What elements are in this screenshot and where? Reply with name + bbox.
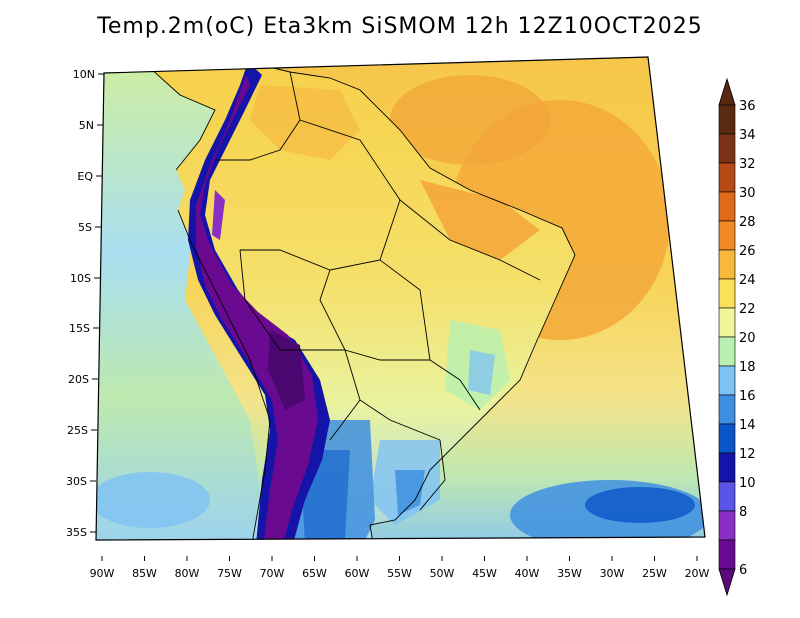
colorbar-label: 22 — [739, 302, 756, 317]
map-title: Temp.2m(oC) Eta3km SiSMOM 12h 12Z10OCT20… — [97, 14, 703, 39]
colorbar-segment — [718, 481, 736, 512]
colorbar-segment — [718, 394, 736, 425]
colorbar-label: 28 — [739, 215, 756, 230]
colorbar-segment — [718, 104, 736, 135]
lon-tick-label: 55W — [387, 567, 412, 580]
colorbar-segment — [718, 307, 736, 338]
colorbar-label: 6 — [739, 563, 747, 578]
colorbar-segment — [718, 249, 736, 280]
colorbar-label: 16 — [739, 389, 756, 404]
lat-tick-label: EQ — [77, 170, 93, 183]
colorbar-segment — [718, 452, 736, 483]
lon-tick-label: 60W — [345, 567, 370, 580]
colorbar-label: 32 — [739, 157, 756, 172]
map-domain — [96, 57, 705, 540]
colorbar-label: 12 — [739, 447, 756, 462]
colorbar-label: 26 — [739, 244, 756, 259]
country-borders — [149, 59, 576, 540]
lat-tick-label: 20S — [68, 373, 89, 386]
colorbar-segment — [718, 220, 736, 251]
lon-tick-label: 65W — [302, 567, 327, 580]
colorbar-label: 10 — [739, 476, 756, 491]
colorbar-label: 34 — [739, 128, 756, 143]
colorbar-min-arrow — [718, 568, 736, 597]
lat-tick-label: 10N — [73, 68, 95, 81]
colorbar-label: 14 — [739, 418, 756, 433]
lat-tick-label: 5N — [79, 119, 94, 132]
lon-tick-label: 25W — [642, 567, 667, 580]
lat-tick-label: 5S — [78, 221, 92, 234]
lat-tick-label: 25S — [67, 424, 88, 437]
lon-tick-label: 35W — [557, 567, 582, 580]
lon-axis: 90W 85W 80W 75W 70W 65W 60W 55W 50W 45W 40W 35W 30W 2… — [90, 556, 710, 580]
colorbar-segment — [718, 510, 736, 541]
lat-tick-label: 30S — [66, 475, 87, 488]
lon-tick-label: 70W — [260, 567, 285, 580]
lon-tick-label: 75W — [217, 567, 242, 580]
lon-tick-label: 20W — [685, 567, 710, 580]
lon-tick-label: 40W — [515, 567, 540, 580]
colorbar-max-arrow — [718, 77, 736, 106]
lat-axis: 10N 5N EQ 5S 10S 15S 20S 25S 30S 35S — [66, 68, 104, 539]
lat-tick-label: 35S — [66, 526, 87, 539]
colorbar-segment — [718, 278, 736, 309]
colorbar-segment — [718, 191, 736, 222]
colorbar-segment — [718, 365, 736, 396]
lon-tick-label: 45W — [472, 567, 497, 580]
colorbar-label: 36 — [739, 99, 756, 114]
colorbar-segment — [718, 539, 736, 570]
colorbar-segment — [718, 423, 736, 454]
colorbar-segment — [718, 162, 736, 193]
lon-tick-label: 80W — [175, 567, 200, 580]
domain-frame — [95, 56, 706, 541]
colorbar-label: 20 — [739, 331, 756, 346]
lat-tick-label: 15S — [69, 322, 90, 335]
lon-tick-label: 30W — [600, 567, 625, 580]
colorbar-label: 8 — [739, 505, 747, 520]
colorbar-label: 18 — [739, 360, 756, 375]
lon-tick-label: 85W — [132, 567, 157, 580]
colorbar-segment — [718, 133, 736, 164]
lat-tick-label: 10S — [70, 272, 91, 285]
colorbar-segment — [718, 336, 736, 367]
lon-tick-label: 90W — [90, 567, 115, 580]
colorbar-label: 24 — [739, 273, 756, 288]
lon-tick-label: 50W — [430, 567, 455, 580]
colorbar-label: 30 — [739, 186, 756, 201]
colorbar: 36 34 32 30 28 26 24 22 20 18 16 14 12 10 8 6 — [718, 77, 756, 597]
